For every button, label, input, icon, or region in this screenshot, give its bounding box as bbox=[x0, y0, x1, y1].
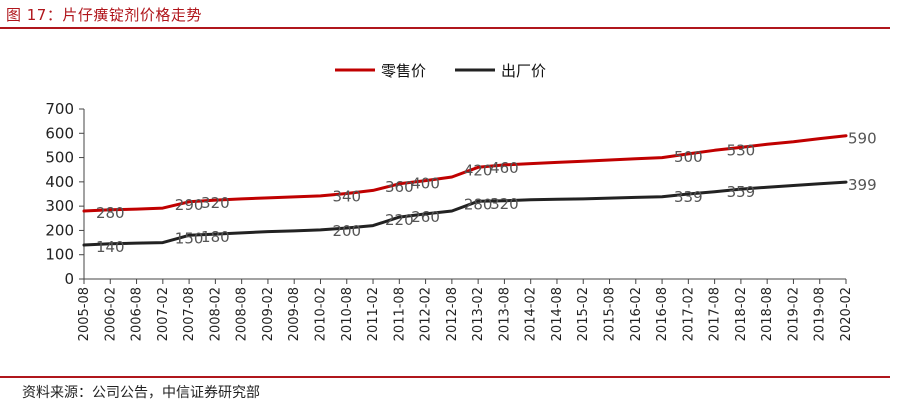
figure-title: 图 17：片仔癀锭剂价格走势 bbox=[6, 6, 202, 24]
data-label: 360 bbox=[385, 178, 414, 196]
x-tick-label: 2011-02 bbox=[366, 287, 381, 341]
bottom-divider bbox=[0, 376, 890, 378]
data-label: 359 bbox=[727, 183, 756, 201]
data-label: 150 bbox=[175, 229, 204, 247]
x-tick-label: 2016-02 bbox=[629, 287, 644, 341]
x-tick-label: 2015-02 bbox=[576, 287, 591, 341]
data-label: 320 bbox=[490, 195, 519, 213]
data-label: 530 bbox=[727, 141, 756, 159]
y-tick-label: 200 bbox=[45, 221, 74, 239]
data-label: 399 bbox=[848, 176, 877, 194]
data-label: 180 bbox=[201, 228, 230, 246]
x-tick-label: 2010-02 bbox=[313, 287, 328, 341]
legend: 零售价 出厂价 bbox=[335, 62, 546, 80]
x-tick-label: 2015-08 bbox=[603, 287, 618, 341]
x-tick-label: 2008-02 bbox=[208, 287, 223, 341]
x-tick-label: 2010-08 bbox=[340, 287, 355, 341]
data-label: 320 bbox=[201, 194, 230, 212]
x-tick-label: 2008-08 bbox=[235, 287, 250, 341]
y-tick-label: 300 bbox=[45, 197, 74, 215]
legend-label: 零售价 bbox=[381, 62, 426, 80]
x-tick-label: 2014-08 bbox=[550, 287, 565, 341]
x-tick-label: 2020-02 bbox=[839, 287, 854, 341]
data-label: 260 bbox=[411, 208, 440, 226]
data-label: 280 bbox=[96, 204, 125, 222]
data-label: 140 bbox=[96, 238, 125, 256]
x-tick-label: 2006-02 bbox=[103, 287, 118, 341]
x-tick-label: 2012-02 bbox=[419, 287, 434, 341]
x-tick-label: 2012-08 bbox=[445, 287, 460, 341]
x-tick-label: 2005-08 bbox=[77, 287, 92, 341]
data-label: 400 bbox=[411, 175, 440, 193]
data-label: 280 bbox=[464, 195, 493, 213]
x-tick-label: 2018-02 bbox=[734, 287, 749, 341]
data-label: 220 bbox=[385, 211, 414, 229]
y-tick-label: 0 bbox=[64, 270, 74, 288]
x-axis: 2005-08 2006-02 2006-08 2007-02 2007-08 2008-… bbox=[77, 278, 854, 341]
source-note: 资料来源：公司公告，中信证券研究部 bbox=[22, 385, 260, 401]
data-label: 420 bbox=[464, 161, 493, 179]
x-tick-label: 2009-08 bbox=[287, 287, 302, 341]
data-label: 200 bbox=[332, 222, 361, 240]
x-tick-label: 2011-08 bbox=[392, 287, 407, 341]
y-tick-label: 400 bbox=[45, 173, 74, 191]
x-tick-label: 2014-02 bbox=[524, 287, 539, 341]
x-tick-label: 2009-02 bbox=[261, 287, 276, 341]
x-tick-label: 2013-08 bbox=[497, 287, 512, 341]
data-label: 500 bbox=[674, 148, 703, 166]
data-label: 340 bbox=[332, 188, 361, 206]
data-label: 339 bbox=[674, 188, 703, 206]
data-label: 460 bbox=[490, 159, 519, 177]
x-tick-label: 2007-08 bbox=[182, 287, 197, 341]
x-tick-label: 2016-08 bbox=[655, 287, 670, 341]
data-label: 290 bbox=[175, 196, 204, 214]
y-tick-label: 700 bbox=[45, 100, 74, 118]
x-tick-label: 2019-08 bbox=[813, 287, 828, 341]
y-tick-label: 500 bbox=[45, 149, 74, 167]
y-axis: 0 100 200 300 400 500 600 700 bbox=[45, 100, 85, 288]
series-line bbox=[82, 134, 848, 213]
x-tick-label: 2013-02 bbox=[471, 287, 486, 341]
y-tick-label: 600 bbox=[45, 124, 74, 142]
legend-label: 出厂价 bbox=[501, 62, 546, 80]
x-tick-label: 2007-02 bbox=[156, 287, 171, 341]
y-tick-label: 100 bbox=[45, 246, 74, 264]
top-divider bbox=[0, 27, 890, 29]
x-tick-label: 2017-02 bbox=[681, 287, 696, 341]
x-tick-label: 2019-02 bbox=[786, 287, 801, 341]
series-layer bbox=[82, 134, 848, 247]
x-tick-label: 2017-08 bbox=[708, 287, 723, 341]
data-label: 590 bbox=[848, 130, 877, 148]
x-tick-label: 2006-08 bbox=[130, 287, 145, 341]
x-tick-label: 2018-08 bbox=[760, 287, 775, 341]
series-line bbox=[82, 180, 848, 247]
